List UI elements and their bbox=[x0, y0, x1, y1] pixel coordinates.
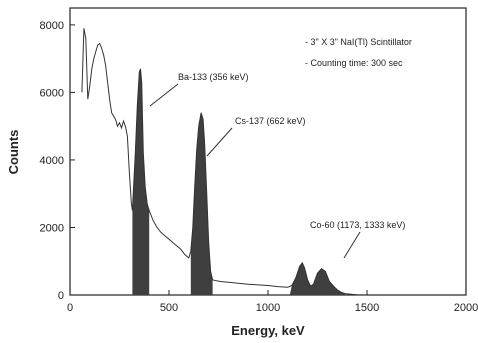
y-tick-label: 2000 bbox=[40, 222, 64, 234]
x-axis-label: Energy, keV bbox=[231, 323, 305, 338]
y-tick-label: 4000 bbox=[40, 155, 64, 167]
y-tick-label: 6000 bbox=[40, 87, 64, 99]
y-tick-label: 0 bbox=[58, 290, 64, 302]
x-tick-label: 500 bbox=[160, 302, 178, 314]
x-tick-label: 2000 bbox=[454, 302, 478, 314]
x-tick-label: 1500 bbox=[355, 302, 379, 314]
x-tick-label: 0 bbox=[67, 302, 73, 314]
peak-label-ba133: Ba-133 (356 keV) bbox=[178, 72, 249, 82]
y-tick-label: 8000 bbox=[40, 20, 64, 32]
peak-fill-co60 bbox=[289, 262, 346, 295]
annotation-detector: - 3" X 3" NaI(Tl) Scintillator bbox=[305, 37, 412, 47]
annotation-counting-time: - Counting time: 300 sec bbox=[305, 58, 403, 68]
y-axis-label: Counts bbox=[6, 130, 21, 175]
peak-label-co60: Co-60 (1173, 1333 keV) bbox=[310, 220, 405, 230]
peak-label-cs137: Cs-137 (662 keV) bbox=[235, 116, 306, 126]
spectrum-line bbox=[81, 28, 368, 296]
arrow-cs137 bbox=[206, 127, 233, 157]
x-tick-label: 1000 bbox=[256, 302, 280, 314]
plot-frame bbox=[69, 7, 467, 296]
arrow-ba133 bbox=[149, 83, 179, 107]
peak-fill-ba133 bbox=[132, 68, 150, 295]
arrow-co60 bbox=[343, 231, 361, 259]
